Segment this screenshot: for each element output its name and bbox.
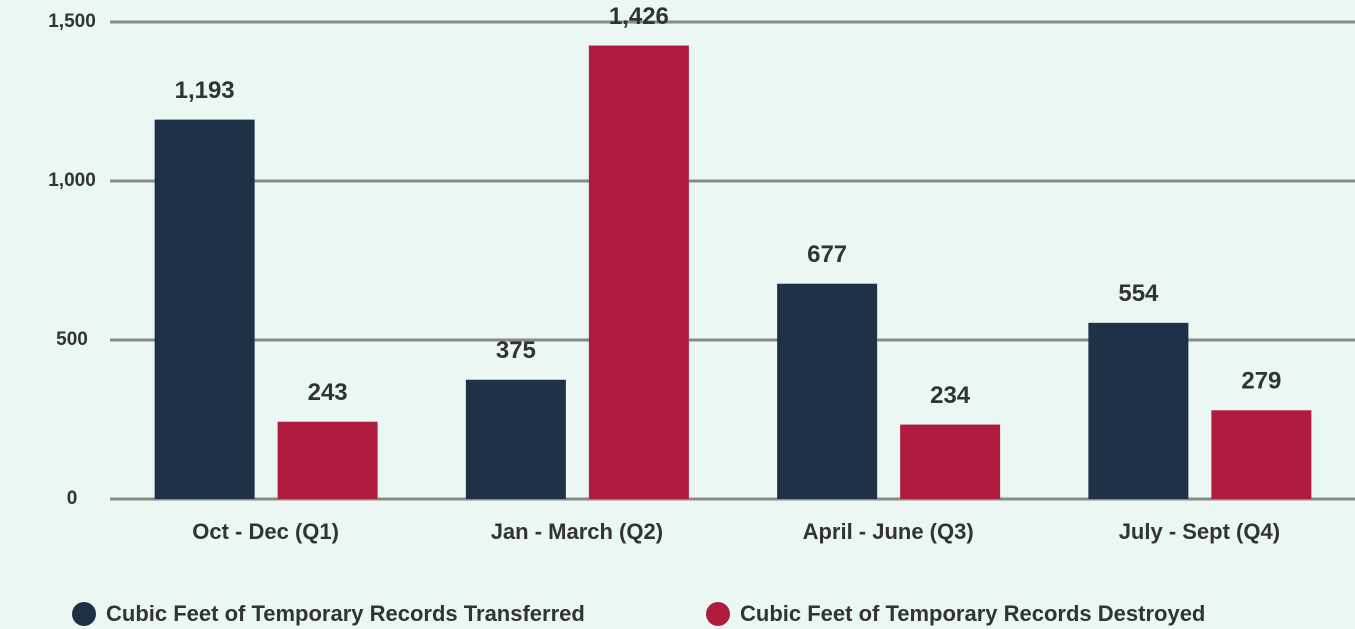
x-tick-label: Jan - March (Q2) <box>491 519 663 544</box>
bar <box>1211 410 1312 499</box>
y-tick-label: 1,500 <box>48 11 96 32</box>
legend-label: Cubic Feet of Temporary Records Transfer… <box>106 601 585 626</box>
y-tick-label: 500 <box>56 329 88 350</box>
bar <box>465 379 566 499</box>
legend-marker <box>72 602 96 626</box>
value-label: 1,193 <box>175 77 235 104</box>
bar <box>154 119 255 499</box>
legend-marker <box>706 602 730 626</box>
legend-label: Cubic Feet of Temporary Records Destroye… <box>740 601 1205 626</box>
value-label: 1,426 <box>609 3 669 30</box>
x-tick-label: Oct - Dec (Q1) <box>192 519 339 544</box>
value-label: 375 <box>496 337 536 364</box>
value-label: 677 <box>807 241 847 268</box>
bar <box>900 424 1001 499</box>
bar <box>1088 322 1189 499</box>
bar <box>588 45 689 499</box>
bar <box>277 421 378 499</box>
y-tick-label: 0 <box>67 488 78 509</box>
value-label: 234 <box>930 382 971 409</box>
value-label: 243 <box>308 379 348 406</box>
bar <box>777 283 878 499</box>
y-tick-label: 1,000 <box>48 170 96 191</box>
x-tick-label: July - Sept (Q4) <box>1119 519 1280 544</box>
x-tick-label: April - June (Q3) <box>803 519 974 544</box>
value-label: 554 <box>1118 280 1159 307</box>
value-label: 279 <box>1241 368 1281 395</box>
